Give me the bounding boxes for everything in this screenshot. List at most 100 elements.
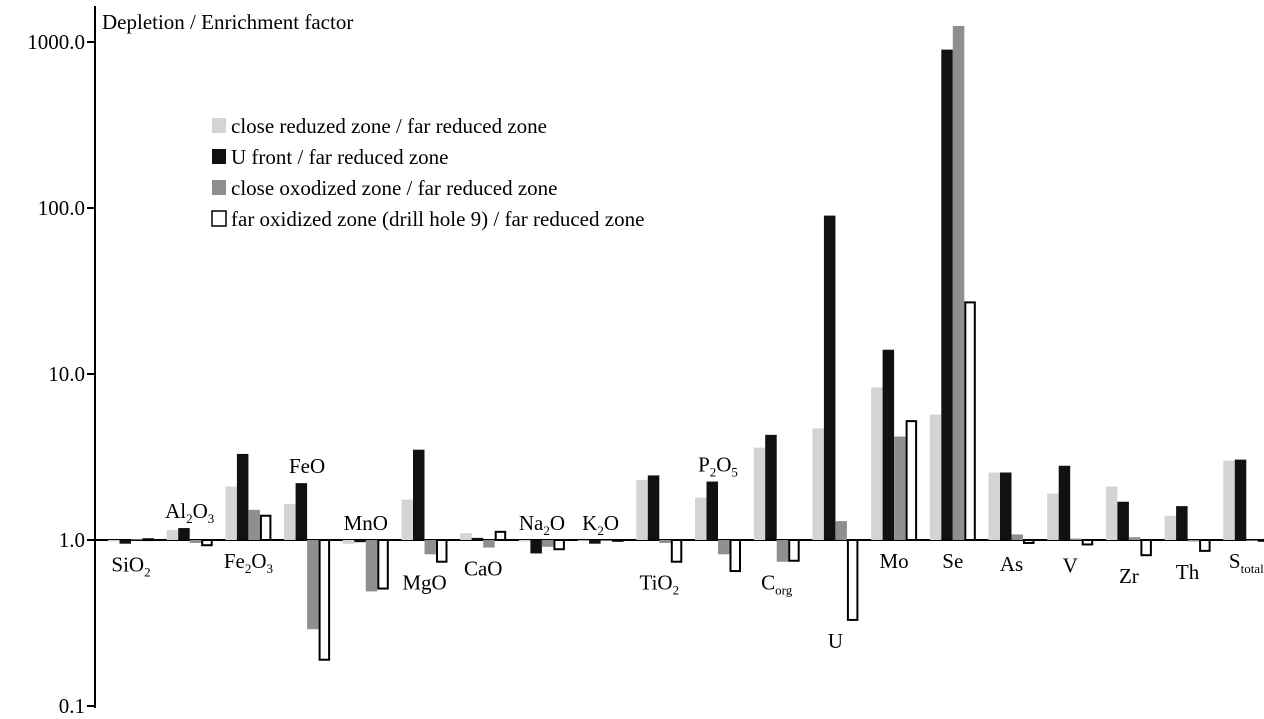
- legend-label: close reduzed zone / far reduced zone: [231, 114, 547, 138]
- bar-s4-c6: [436, 539, 448, 563]
- bar-s4-c14: [905, 420, 918, 541]
- bar-s3-c3: [248, 509, 260, 540]
- bar-s4-c4: [318, 539, 331, 661]
- bar-s3-c20: [1246, 540, 1258, 541]
- bar-s4-c5: [377, 539, 389, 590]
- legend-label: U front / far reduced zone: [231, 145, 448, 169]
- bar-s1-c16: [988, 472, 1000, 540]
- bar-s2-c1: [119, 540, 131, 544]
- bar-s4-c7: [494, 530, 507, 542]
- bar-s2-c13: [823, 215, 836, 540]
- y-tick-label: 1000.0: [27, 30, 85, 54]
- bar-s3-c8: [541, 540, 554, 547]
- bar-s2-c9: [589, 540, 601, 544]
- bar-s3-c19: [1187, 540, 1200, 542]
- category-label: MgO: [402, 571, 446, 595]
- y-axis-label: Depletion / Enrichment factor: [102, 10, 353, 34]
- bar-s3-c2: [189, 540, 202, 543]
- bar-s2-c2: [178, 528, 190, 540]
- bar-s3-c15: [952, 25, 965, 540]
- category-label: Stotal: [1229, 549, 1264, 576]
- category-label: V: [1063, 553, 1078, 577]
- bar-s2-c14: [882, 349, 895, 540]
- legend-swatch: [212, 180, 226, 195]
- bar-s2-c17: [1058, 465, 1071, 540]
- bars: [108, 25, 1264, 661]
- bar-s1-c15: [929, 414, 942, 540]
- bar-s2-c3: [236, 453, 249, 540]
- y-tick-label: 0.1: [59, 694, 85, 718]
- bar-s3-c4: [307, 540, 319, 630]
- category-label: Fe2O3: [224, 549, 273, 576]
- bar-s4-c18: [1140, 539, 1152, 557]
- bar-s4-c8: [553, 539, 565, 551]
- category-label: Th: [1176, 560, 1200, 584]
- bar-s2-c18: [1117, 501, 1129, 540]
- category-labels: SiO2 Al2O3 Fe2O3 FeO MnO MgO CaO Na2O K2O TiO2 P2O…: [111, 453, 1264, 653]
- legend-swatch: [212, 149, 226, 164]
- category-label: As: [1000, 552, 1023, 576]
- legend-label: close oxodized zone / far reduced zone: [231, 176, 558, 200]
- bar-s4-c13: [846, 539, 859, 621]
- bar-s3-c9: [600, 540, 613, 541]
- bar-s3-c5: [365, 540, 378, 592]
- legend-swatch: [211, 210, 227, 227]
- category-label: MnO: [344, 511, 388, 535]
- bar-s1-c18: [1105, 486, 1118, 540]
- category-label: U: [828, 629, 843, 653]
- bar-s1-c3: [225, 486, 237, 540]
- category-label: P2O5: [698, 453, 738, 480]
- legend-label: far oxidized zone (drill hole 9) / far r…: [231, 207, 644, 231]
- bar-s1-c10: [636, 479, 648, 540]
- bar-s1-c2: [166, 529, 179, 540]
- bar-s4-c19: [1199, 539, 1211, 552]
- bar-s3-c11: [718, 540, 730, 555]
- category-label: Na2O: [519, 511, 565, 538]
- bar-s2-c5: [354, 540, 366, 543]
- bar-s3-c1: [131, 539, 143, 541]
- y-tick-label: 1.0: [59, 528, 85, 552]
- category-label: Se: [942, 549, 963, 573]
- bar-s3-c16: [1011, 534, 1023, 540]
- category-label: FeO: [289, 454, 325, 478]
- bar-s4-c1: [142, 538, 154, 542]
- bar-s1-c20: [1223, 460, 1235, 540]
- bar-s3-c6: [424, 540, 436, 555]
- bar-s2-c11: [706, 481, 718, 540]
- bar-s1-c11: [695, 497, 707, 540]
- bar-s2-c15: [941, 49, 953, 541]
- category-label: SiO2: [111, 553, 150, 580]
- bar-s1-c1: [108, 540, 120, 542]
- bar-s1-c9: [577, 540, 590, 541]
- bar-s3-c13: [835, 521, 847, 540]
- bar-s1-c13: [812, 428, 824, 540]
- bar-s2-c20: [1234, 459, 1247, 540]
- bar-s4-c12: [788, 539, 800, 562]
- category-label: CaO: [464, 557, 503, 581]
- bar-s4-c11: [729, 539, 741, 573]
- y-tick-label: 10.0: [48, 362, 85, 386]
- bar-s3-c14: [894, 436, 906, 540]
- bar-s1-c19: [1164, 515, 1177, 540]
- category-label: Al2O3: [165, 499, 214, 526]
- bar-s1-c5: [342, 540, 355, 544]
- legend-swatch: [212, 118, 226, 133]
- bar-s4-c3: [259, 514, 272, 541]
- bar-s2-c8: [530, 540, 542, 554]
- bar-s4-c15: [964, 301, 976, 541]
- bar-s2-c7: [471, 537, 484, 540]
- bar-s2-c10: [647, 475, 660, 540]
- bar-s4-c20: [1257, 539, 1264, 542]
- category-label: Corg: [761, 571, 793, 598]
- axes: 0.1 1.0 10.0 100.0 1000.0: [27, 6, 1262, 718]
- bar-s4-c10: [670, 539, 683, 563]
- bar-s2-c16: [1000, 472, 1012, 540]
- bar-s3-c7: [483, 540, 495, 548]
- bar-s2-c19: [1176, 506, 1188, 540]
- bar-s4-c9: [612, 539, 624, 542]
- legend: close reduzed zone / far reduced zone U f…: [211, 114, 644, 231]
- bar-s1-c4: [284, 503, 296, 540]
- bar-s1-c8: [518, 540, 531, 542]
- bar-s4-c17: [1081, 539, 1094, 546]
